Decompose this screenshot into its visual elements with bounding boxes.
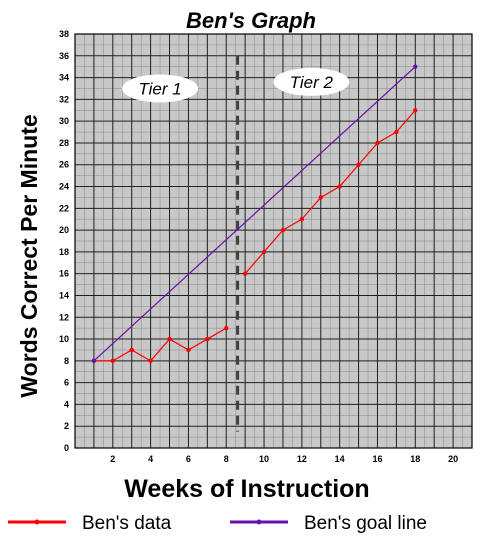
tier-label-bubble [273, 67, 350, 96]
y-tick-label: 4 [64, 399, 69, 409]
y-axis-label: Words Correct Per Minute [16, 114, 42, 397]
x-tick-label: 14 [335, 454, 345, 464]
data-point [337, 184, 342, 189]
data-line [93, 327, 227, 362]
y-tick-label: 14 [59, 290, 69, 300]
legend-label: Ben's data [82, 513, 172, 534]
y-tick-label: 0 [64, 443, 69, 453]
x-tick-label: 4 [148, 454, 153, 464]
data-point [394, 129, 399, 135]
x-tick-label: 16 [372, 454, 382, 464]
y-tick-label: 8 [64, 356, 69, 366]
tier-label: Tier 2 [290, 73, 334, 92]
data-point [413, 108, 418, 113]
tier-label: Tier 1 [138, 79, 181, 98]
data-point [356, 162, 361, 167]
goal-point [91, 358, 97, 364]
y-tick-label: 26 [59, 160, 69, 170]
y-tick-label: 32 [59, 94, 69, 104]
chart-title: Ben's Graph [186, 8, 316, 33]
legend-label: Ben's goal line [304, 513, 427, 534]
data-point [318, 195, 323, 200]
y-tick-label: 22 [59, 203, 69, 213]
data-point [148, 358, 153, 364]
y-tick-label: 28 [59, 138, 69, 148]
phase-change: Tier 1 Tier 2 [122, 55, 350, 432]
y-tick-label: 16 [59, 269, 69, 279]
data-point [375, 140, 380, 146]
data-point [261, 249, 267, 255]
y-tick-label: 38 [59, 29, 69, 39]
x-tick-label: 6 [186, 454, 191, 464]
y-tick-label: 34 [59, 73, 69, 83]
goal-line [93, 66, 416, 362]
x-tick-label: 2 [110, 454, 115, 464]
y-tick-label: 12 [59, 312, 69, 322]
y-tick-label: 20 [59, 225, 69, 235]
y-tick-label: 10 [59, 334, 69, 344]
data-point [186, 347, 191, 353]
data-point [110, 358, 116, 364]
data-point [280, 227, 286, 233]
data-line [244, 109, 416, 275]
x-tick-label: 12 [297, 454, 307, 464]
y-tick-label: 30 [59, 116, 69, 126]
plot-border [74, 33, 473, 449]
x-tick-label: 20 [448, 454, 458, 464]
legend-marker [34, 519, 40, 525]
x-axis-label: Weeks of Instruction [124, 475, 369, 503]
y-tick-label: 18 [59, 247, 69, 257]
x-tick-label: 8 [224, 454, 229, 464]
data-point [224, 325, 229, 331]
legend-marker [256, 519, 262, 525]
data-point [242, 271, 248, 276]
x-ticks: 2 4 6 8 10 12 14 16 18 20 [110, 454, 458, 464]
x-tick-label: 18 [410, 454, 420, 464]
axes [74, 33, 473, 449]
data-point [205, 336, 210, 342]
x-tick-label: 10 [259, 454, 269, 464]
y-tick-label: 24 [59, 182, 69, 192]
goal-point [413, 64, 418, 69]
legend: Ben's data Ben's goal line [8, 513, 427, 534]
y-tick-label: 36 [59, 51, 69, 61]
series-lines [91, 64, 418, 364]
y-tick-label: 2 [64, 421, 69, 431]
data-point [129, 347, 134, 353]
data-point [299, 217, 305, 222]
data-point [167, 336, 172, 342]
y-tick-label: 6 [64, 378, 69, 388]
tier-label-bubble [122, 74, 199, 103]
